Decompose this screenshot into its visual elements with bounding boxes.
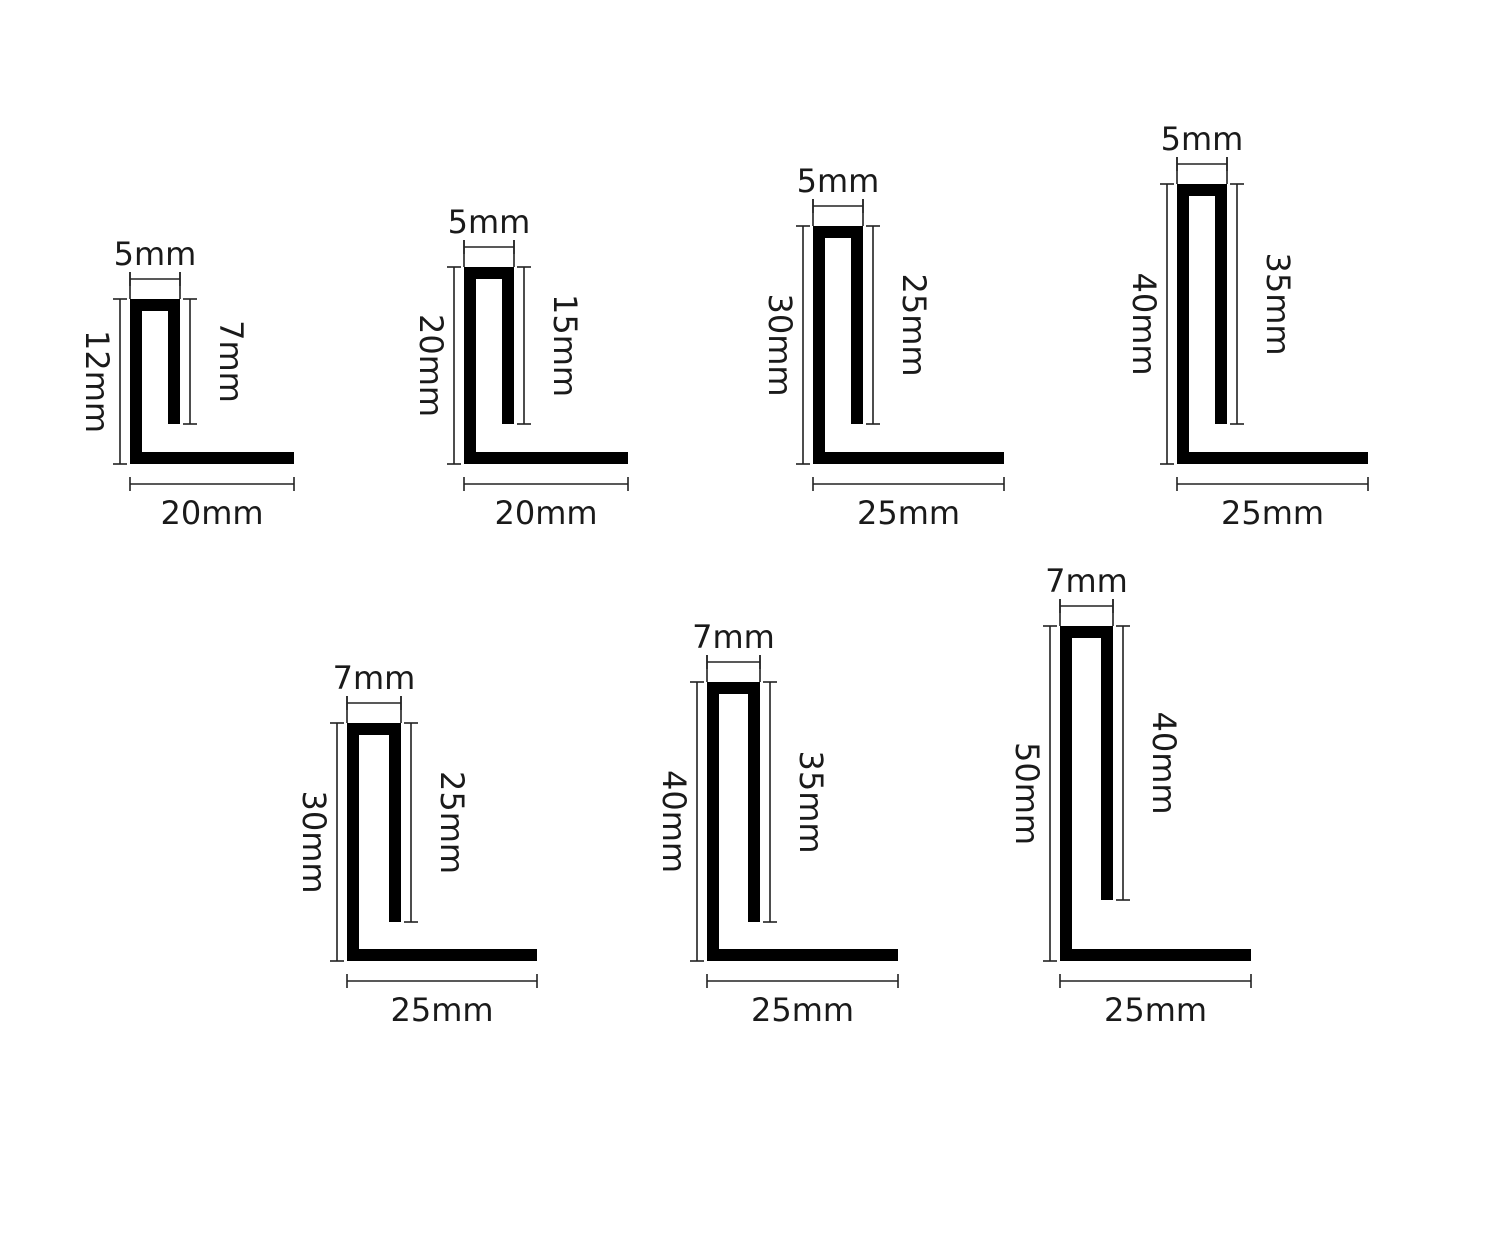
- profile-shape: [130, 299, 294, 464]
- profile-shape: [1177, 184, 1368, 464]
- lip-width-label: 5mm: [1161, 120, 1244, 158]
- profile-1: 5mm 12mm 7mm 20mm: [78, 235, 295, 532]
- inner-height-label: 25mm: [433, 771, 471, 874]
- inner-height-label: 7mm: [212, 320, 250, 403]
- profile-2: 5mm 20mm 15mm 20mm: [412, 203, 629, 532]
- base-length-label: 25mm: [857, 494, 960, 532]
- outer-height-label: 30mm: [761, 293, 799, 396]
- lip-width-label: 5mm: [448, 203, 531, 241]
- base-length-label: 20mm: [494, 494, 597, 532]
- outer-height-label: 40mm: [1125, 272, 1163, 375]
- base-length-label: 25mm: [1221, 494, 1324, 532]
- profile-shape: [347, 723, 537, 961]
- profile-5: 7mm 30mm 25mm 25mm: [295, 659, 538, 1029]
- outer-height-label: 20mm: [412, 314, 450, 417]
- profile-3: 5mm 30mm 25mm 25mm: [761, 162, 1005, 532]
- lip-width-label: 7mm: [333, 659, 416, 697]
- outer-height-label: 30mm: [295, 790, 333, 893]
- profile-7: 7mm 50mm 40mm 25mm: [1008, 562, 1252, 1029]
- base-length-label: 25mm: [1104, 991, 1207, 1029]
- profile-6: 7mm 40mm 35mm 25mm: [655, 618, 899, 1029]
- outer-height-label: 40mm: [655, 770, 693, 873]
- base-length-label: 25mm: [751, 991, 854, 1029]
- lip-width-label: 5mm: [114, 235, 197, 273]
- outer-height-label: 50mm: [1008, 742, 1046, 845]
- outer-height-label: 12mm: [78, 330, 116, 433]
- base-length-label: 25mm: [390, 991, 493, 1029]
- lip-width-label: 5mm: [797, 162, 880, 200]
- profile-shape: [813, 226, 1004, 464]
- lip-width-label: 7mm: [1045, 562, 1128, 600]
- profile-shape: [707, 682, 898, 961]
- inner-height-label: 35mm: [1259, 252, 1297, 355]
- profile-shape: [464, 267, 628, 464]
- lip-width-label: 7mm: [692, 618, 775, 656]
- inner-height-label: 25mm: [895, 273, 933, 376]
- profile-shape: [1060, 626, 1251, 961]
- inner-height-label: 35mm: [792, 750, 830, 853]
- inner-height-label: 15mm: [546, 294, 584, 397]
- base-length-label: 20mm: [160, 494, 263, 532]
- profile-4: 5mm 40mm 35mm 25mm: [1125, 120, 1369, 532]
- inner-height-label: 40mm: [1145, 711, 1183, 814]
